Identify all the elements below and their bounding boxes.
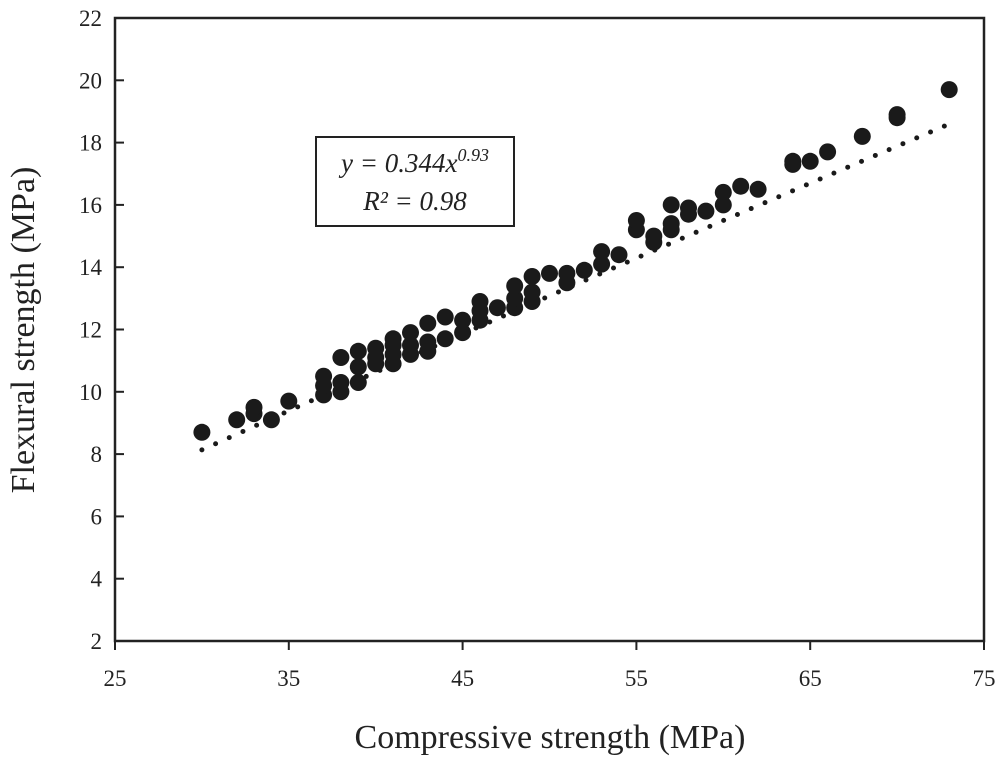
y-tick-label: 20	[79, 68, 102, 93]
y-tick-label: 2	[91, 629, 103, 654]
y-tick-label: 18	[79, 131, 102, 156]
y-axis-ticks: 2 4 6 8 10 12 14 16 18 20 22	[79, 6, 124, 654]
data-points	[193, 81, 958, 441]
x-tick-label: 25	[104, 666, 127, 691]
r-squared-text: R² = 0.98	[362, 186, 467, 216]
y-tick-label: 4	[91, 567, 103, 592]
data-point	[593, 243, 611, 261]
data-point	[714, 196, 732, 214]
y-tick-label: 14	[79, 255, 103, 280]
data-point	[402, 336, 419, 354]
data-point	[349, 342, 367, 360]
data-point	[402, 324, 419, 342]
trend-line	[199, 121, 952, 453]
x-axis-title: Compressive strength (MPa)	[355, 719, 746, 756]
x-tick-label: 55	[625, 666, 648, 691]
x-tick-label: 45	[451, 666, 474, 691]
data-point	[367, 339, 385, 357]
data-point	[349, 374, 367, 391]
data-point	[662, 196, 680, 214]
data-point	[541, 264, 558, 282]
data-point	[454, 311, 472, 329]
data-point	[575, 261, 593, 279]
data-point	[645, 227, 663, 245]
y-tick-label: 8	[91, 442, 103, 467]
data-point	[436, 308, 454, 326]
data-point	[349, 358, 367, 376]
data-point	[384, 330, 402, 348]
data-point	[436, 330, 454, 348]
equation-text: y = 0.344x0.93	[338, 145, 489, 178]
data-point	[801, 152, 819, 170]
data-point	[280, 392, 298, 410]
data-point	[454, 324, 472, 342]
data-point	[523, 283, 541, 301]
data-point	[315, 367, 333, 385]
data-point	[262, 411, 280, 429]
y-tick-label: 22	[79, 6, 102, 31]
data-point	[332, 349, 350, 366]
data-point	[610, 246, 628, 264]
data-point	[680, 199, 697, 217]
data-point	[662, 215, 680, 233]
data-point	[732, 177, 750, 195]
data-point	[419, 333, 437, 351]
y-axis-title: Flexural strength (MPa)	[5, 167, 42, 494]
plot-frame	[113, 16, 986, 643]
data-point	[245, 398, 263, 416]
x-tick-label: 65	[799, 666, 822, 691]
data-point	[193, 423, 211, 441]
data-point	[784, 152, 802, 170]
data-point	[627, 212, 645, 229]
data-point	[593, 255, 611, 273]
y-tick-label: 6	[91, 504, 103, 529]
x-tick-label: 75	[973, 666, 996, 691]
x-axis-ticks: 25 35 45 55 65 75	[104, 641, 996, 691]
data-point	[471, 293, 489, 310]
data-point	[853, 127, 871, 145]
data-point	[714, 183, 732, 201]
data-point	[940, 81, 958, 99]
data-point	[332, 374, 350, 391]
data-point	[749, 180, 767, 198]
data-point	[523, 268, 541, 285]
data-point	[506, 289, 524, 307]
equation-exponent: 0.93	[457, 145, 489, 165]
data-point	[558, 264, 576, 282]
data-point	[228, 411, 246, 429]
equation-base: y = 0.344x	[338, 148, 457, 178]
data-point	[488, 299, 506, 317]
y-tick-label: 16	[79, 193, 102, 218]
data-point	[697, 202, 715, 220]
data-point	[419, 314, 437, 332]
y-tick-label: 10	[79, 380, 102, 405]
power-fit-curve	[199, 121, 952, 453]
equation-box: y = 0.344x0.93 R² = 0.98	[315, 136, 515, 227]
data-point	[888, 106, 906, 124]
data-point	[506, 277, 524, 295]
data-point	[819, 143, 837, 161]
y-tick-label: 12	[79, 318, 102, 343]
x-tick-label: 35	[277, 666, 300, 691]
